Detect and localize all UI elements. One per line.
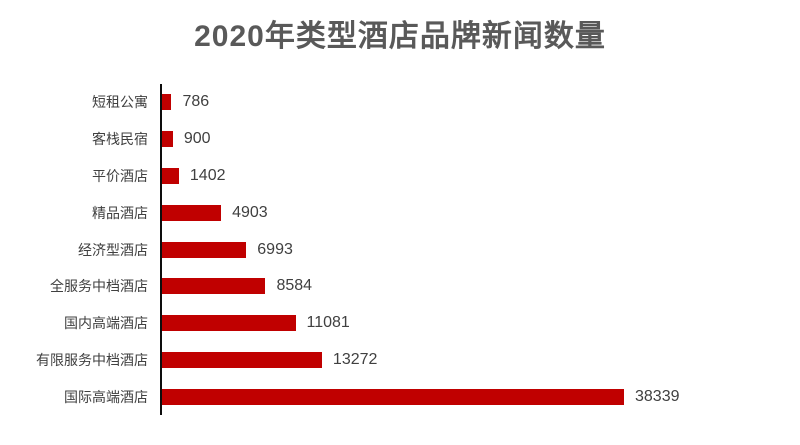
category-label: 客栈民宿 — [92, 131, 148, 148]
value-label: 6993 — [257, 240, 293, 258]
bar — [162, 131, 173, 148]
bar — [162, 315, 296, 332]
category-label: 国际高端酒店 — [64, 388, 148, 405]
bar-track: 6993 — [160, 231, 800, 268]
bar-track: 786 — [160, 84, 800, 121]
category-label: 平价酒店 — [92, 167, 148, 184]
category-label: 经济型酒店 — [78, 241, 148, 258]
value-label: 1402 — [189, 166, 226, 184]
bar — [162, 241, 247, 258]
bar — [162, 351, 322, 368]
bar — [162, 278, 266, 295]
value-label: 13272 — [332, 350, 378, 368]
bar-row: 经济型酒店 6993 — [0, 231, 800, 268]
bar-row: 国际高端酒店 38339 — [0, 378, 800, 416]
bar-rows: 短租公寓 786 客栈民宿 900 平价酒店 1402 精品酒店 4903 经济型酒店 6993 全… — [0, 84, 800, 416]
category-label: 短租公寓 — [92, 94, 148, 111]
bar — [162, 94, 172, 111]
category-label: 精品酒店 — [92, 204, 148, 221]
bar-row: 精品酒店 4903 — [0, 194, 800, 232]
category-label: 有限服务中档酒店 — [36, 351, 148, 368]
value-label: 8584 — [276, 277, 313, 295]
bar-track: 1402 — [160, 157, 800, 195]
category-label: 国内高端酒店 — [64, 315, 148, 332]
category-label: 全服务中档酒店 — [50, 278, 148, 295]
bar-row: 客栈民宿 900 — [0, 120, 800, 158]
bar-track: 4903 — [160, 194, 800, 232]
bar-row: 短租公寓 786 — [0, 84, 800, 121]
bar-track: 8584 — [160, 267, 800, 305]
chart-title: 2020年类型酒店品牌新闻数量 — [194, 20, 606, 53]
bar-track: 13272 — [160, 341, 800, 379]
value-label: 900 — [183, 130, 211, 148]
bar — [162, 204, 222, 221]
bar-track: 38339 — [160, 378, 800, 416]
value-label: 38339 — [635, 387, 680, 405]
bar-track: 900 — [160, 120, 800, 158]
bar — [162, 388, 624, 405]
bar-row: 平价酒店 1402 — [0, 157, 800, 195]
value-label: 11081 — [306, 314, 350, 332]
bar-row: 国内高端酒店 11081 — [0, 304, 800, 342]
bar — [162, 167, 179, 184]
value-label: 786 — [182, 93, 210, 111]
bar-row: 全服务中档酒店 8584 — [0, 267, 800, 305]
bar-row: 有限服务中档酒店 13272 — [0, 341, 800, 379]
value-label: 4903 — [232, 203, 268, 221]
bar-track: 11081 — [160, 304, 800, 342]
bar-chart: 短租公寓 786 客栈民宿 900 平价酒店 1402 精品酒店 4903 经济型酒店 6993 全… — [0, 84, 800, 416]
